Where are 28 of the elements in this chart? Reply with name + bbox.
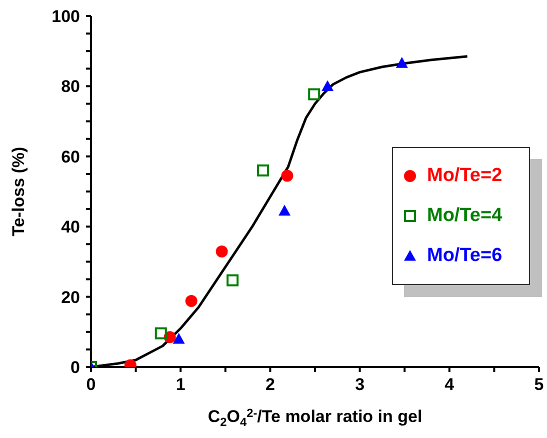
x-tick-label: 0 (86, 375, 96, 394)
point (281, 170, 294, 182)
x-tick-label: 3 (355, 375, 365, 394)
x-tick-label: 2 (265, 375, 275, 394)
y-tick-label: 20 (61, 288, 80, 307)
y-axis-title: Te-loss (%) (9, 146, 28, 236)
y-tick-label: 0 (70, 358, 80, 378)
point (185, 295, 198, 308)
y-tick-label: 60 (61, 147, 80, 166)
point (216, 246, 228, 258)
y-tick-label: 80 (61, 77, 80, 96)
point (396, 57, 408, 68)
x-tick-label: 1 (176, 375, 186, 394)
point (308, 88, 320, 100)
point (257, 164, 270, 176)
point (278, 204, 291, 216)
legend-label: Mo/Te=2 (427, 165, 502, 187)
y-tick-label: 40 (61, 218, 80, 237)
legend-label: Mo/Te=4 (427, 205, 502, 227)
x-tick-label: 5 (534, 375, 544, 394)
point (226, 274, 239, 286)
point (322, 80, 334, 91)
x-axis-title: C$_{2}$O$_{4}$$^{2-}$/Te molar ratio in gel (208, 406, 422, 429)
x-tick-label: 4 (444, 375, 455, 394)
point (154, 327, 167, 340)
y-tick-label: 100 (52, 7, 80, 26)
point (172, 332, 185, 344)
legend-label: Mo/Te=6 (427, 245, 502, 267)
